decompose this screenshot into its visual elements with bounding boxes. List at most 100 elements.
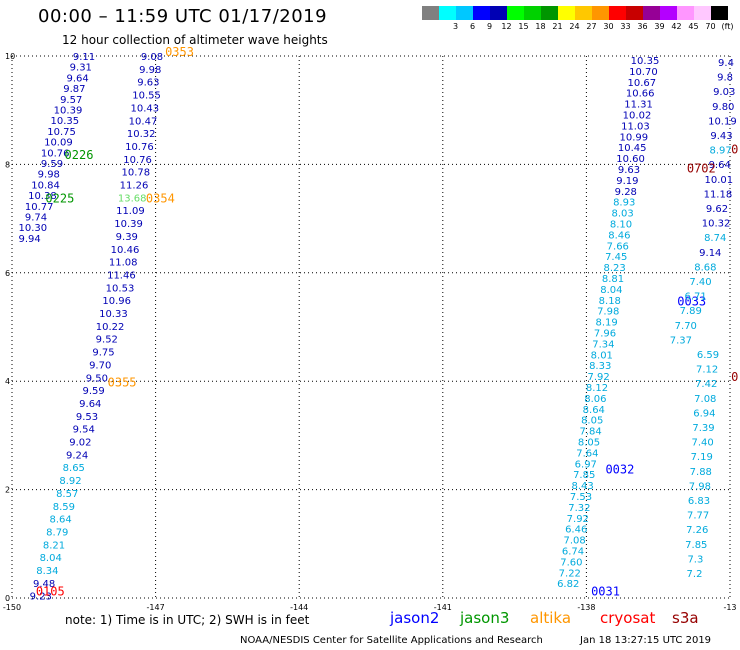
swh-value-label: 8.18 bbox=[599, 296, 621, 307]
swh-value-label: 10.47 bbox=[129, 116, 158, 127]
swh-value-label: 8.74 bbox=[704, 233, 726, 244]
swh-value-label: 9.70 bbox=[89, 360, 111, 371]
x-tick-label: -144 bbox=[290, 603, 308, 612]
legend-swatch bbox=[473, 6, 490, 20]
legend-cryosat: cryosat bbox=[600, 609, 656, 627]
swh-value-label: 10.39 bbox=[54, 106, 83, 117]
legend-swatch-label: 21 bbox=[552, 22, 563, 31]
swh-value-label: 8.05 bbox=[581, 416, 603, 427]
swh-value-label: 8.06 bbox=[584, 394, 606, 405]
legend-swatch bbox=[677, 6, 694, 20]
swh-value-label: 7.26 bbox=[686, 525, 708, 536]
legend-swatch-label: 12 bbox=[501, 22, 512, 31]
swh-value-label: 10.38 bbox=[28, 191, 57, 202]
footer-note: note: 1) Time is in UTC; 2) SWH is in fe… bbox=[65, 613, 310, 627]
swh-value-label: 9.64 bbox=[79, 399, 101, 410]
swh-value-label: 10.67 bbox=[627, 78, 656, 89]
swh-value-label: 8.12 bbox=[586, 383, 608, 394]
swh-value-label: 8.64 bbox=[583, 405, 605, 416]
swh-value-label: 11.03 bbox=[621, 121, 650, 132]
legend-swatch-label: 30 bbox=[603, 22, 614, 31]
swh-value-label: 11.18 bbox=[704, 189, 733, 200]
credit-text: NOAA/NESDIS Center for Satellite Applica… bbox=[240, 635, 543, 646]
swh-value-label: 9.31 bbox=[70, 63, 92, 74]
swh-value-label: 9.87 bbox=[63, 84, 85, 95]
swh-value-label: 10.45 bbox=[618, 143, 647, 154]
legend-swatch-label: 6 bbox=[469, 22, 476, 31]
legend-swatch-label: 33 bbox=[620, 22, 631, 31]
swh-value-label: 9.59 bbox=[41, 159, 63, 170]
swh-value-label: 10.55 bbox=[132, 91, 161, 102]
swh-value-label: 9.08 bbox=[141, 52, 163, 63]
swh-value-label: 8.33 bbox=[589, 361, 611, 372]
legend-swatch bbox=[660, 6, 677, 20]
swh-value-label: 6.46 bbox=[565, 525, 587, 536]
swh-value-label: 9.14 bbox=[699, 248, 721, 259]
swh-value-label: 8.64 bbox=[49, 515, 71, 526]
swh-value-label: 10.19 bbox=[708, 116, 737, 127]
swh-value-label: 7.37 bbox=[670, 335, 692, 346]
pass-time-label: 0031 bbox=[591, 584, 620, 598]
legend-swatch-label: 9 bbox=[486, 22, 493, 31]
swh-value-label: 7.39 bbox=[692, 423, 714, 434]
swh-value-label: 8.04 bbox=[40, 553, 62, 564]
pass-time-label: 0355 bbox=[108, 376, 137, 390]
legend-swatch bbox=[575, 6, 592, 20]
swh-value-label: 10.32 bbox=[127, 129, 156, 140]
y-tick-label: 0 bbox=[5, 594, 10, 603]
swh-value-label: 9.4 bbox=[718, 58, 734, 69]
swh-value-label: 7.60 bbox=[560, 557, 582, 568]
swh-value-label: 10.60 bbox=[616, 154, 645, 165]
swh-value-label: 10.09 bbox=[44, 138, 73, 149]
swh-value-label: 8.04 bbox=[600, 285, 622, 296]
legend-swatch bbox=[524, 6, 541, 20]
swh-value-label: 10.46 bbox=[111, 245, 140, 256]
pass-time-label: 0226 bbox=[65, 148, 94, 162]
swh-value-label: 8.65 bbox=[63, 463, 85, 474]
swh-value-label: 10.78 bbox=[121, 168, 150, 179]
swh-value-label: 10.70 bbox=[629, 67, 658, 78]
swh-value-label: 6.83 bbox=[688, 496, 710, 507]
swh-value-label: 9.75 bbox=[92, 348, 114, 359]
legend-jason3: jason3 bbox=[460, 609, 510, 627]
swh-value-label: 8.97 bbox=[709, 146, 731, 157]
legend-swatch bbox=[507, 6, 524, 20]
swh-value-label: 8.81 bbox=[602, 274, 624, 285]
swh-value-label: 10.77 bbox=[25, 202, 54, 213]
swh-value-label: 8.59 bbox=[53, 502, 75, 513]
y-tick-label: 6 bbox=[5, 269, 10, 278]
legend-swatch-label: 39 bbox=[654, 22, 665, 31]
pass-time-label: 0702 bbox=[687, 162, 716, 176]
swh-value-label: 10.76 bbox=[41, 148, 70, 159]
swh-value-label: 7.08 bbox=[563, 536, 585, 547]
swh-value-label: 10.99 bbox=[619, 132, 648, 143]
swh-value-label: 9.64 bbox=[66, 73, 88, 84]
swh-value-label: 7.40 bbox=[691, 438, 713, 449]
swh-value-label: 8.03 bbox=[611, 209, 633, 220]
swh-value-label: 11.08 bbox=[109, 258, 138, 269]
swh-value-label: 7.42 bbox=[695, 379, 717, 390]
swh-value-label: 7.92 bbox=[567, 514, 589, 525]
swh-value-label: 10.33 bbox=[99, 309, 128, 320]
swh-value-label: 9.98 bbox=[139, 65, 161, 76]
swh-value-label: 11.46 bbox=[107, 270, 136, 281]
swh-value-label: 9.03 bbox=[713, 87, 735, 98]
legend-swatch-label: 36 bbox=[637, 22, 648, 31]
legend-altika: altika bbox=[530, 609, 572, 627]
swh-value-label: 7.12 bbox=[696, 365, 718, 376]
legend-swatch-label: 15 bbox=[518, 22, 529, 31]
legend-swatch bbox=[490, 6, 507, 20]
swh-value-label: 10.53 bbox=[106, 283, 135, 294]
pass-time-label: 0 bbox=[731, 143, 738, 157]
swh-value-label: 6.74 bbox=[562, 547, 584, 558]
swh-value-label: 9.54 bbox=[73, 425, 95, 436]
legend-swatch-label: 24 bbox=[569, 22, 580, 31]
x-tick-label: -13 bbox=[723, 603, 736, 612]
swh-value-label: 7.22 bbox=[559, 568, 581, 579]
swh-value-label: 9.63 bbox=[618, 165, 640, 176]
swh-value-label: 7.2 bbox=[687, 569, 703, 580]
swh-value-label: 8.21 bbox=[43, 540, 65, 551]
legend-swatch-label: (ft) bbox=[721, 22, 734, 31]
legend-swatch bbox=[694, 6, 711, 20]
swh-value-label: 8.57 bbox=[56, 489, 78, 500]
